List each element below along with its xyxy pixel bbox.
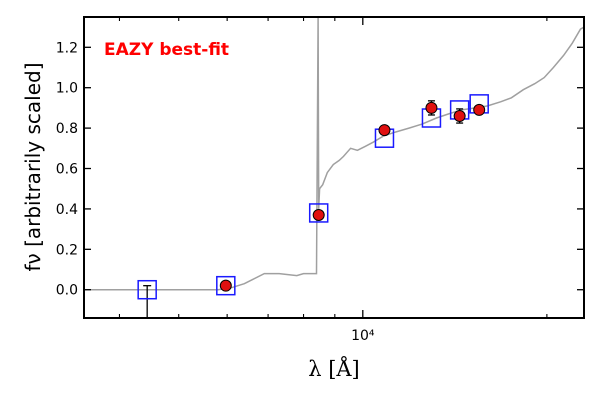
y-tick-label: 0.6	[56, 162, 78, 178]
observed-photometry-point	[312, 208, 325, 221]
observed-photometry-point	[473, 103, 486, 116]
model-photometry-box	[216, 275, 236, 296]
annotation-text: EAZY best-fit	[104, 40, 229, 60]
y-tick-label: 0.2	[56, 242, 78, 258]
y-axis-label: fν [arbitrarily scaled]	[21, 63, 45, 272]
observed-photometry-point	[378, 124, 391, 137]
plot-frame	[83, 16, 585, 319]
template-sed-line	[84, 17, 584, 291]
plot-area	[84, 17, 584, 318]
x-tick-label: 10⁴	[351, 328, 375, 344]
y-tick-label: 0.4	[56, 202, 78, 218]
model-photometry-box	[137, 279, 157, 300]
y-tick-label: 0.8	[56, 121, 78, 137]
y-tick-label: 1.2	[56, 40, 78, 56]
y-tick-label: 0.0	[56, 283, 78, 299]
y-tick-label: 1.0	[56, 81, 78, 97]
y-axis: 0.0 0.2 0.4 0.6 0.8 1.0 1.2	[56, 40, 584, 299]
observed-photometry-point	[425, 101, 438, 114]
observed-photometry-point	[453, 109, 466, 122]
model-photometry-box	[308, 203, 329, 223]
x-axis-label: λ [Å]	[308, 356, 360, 381]
observed-photometry-point	[219, 279, 232, 292]
